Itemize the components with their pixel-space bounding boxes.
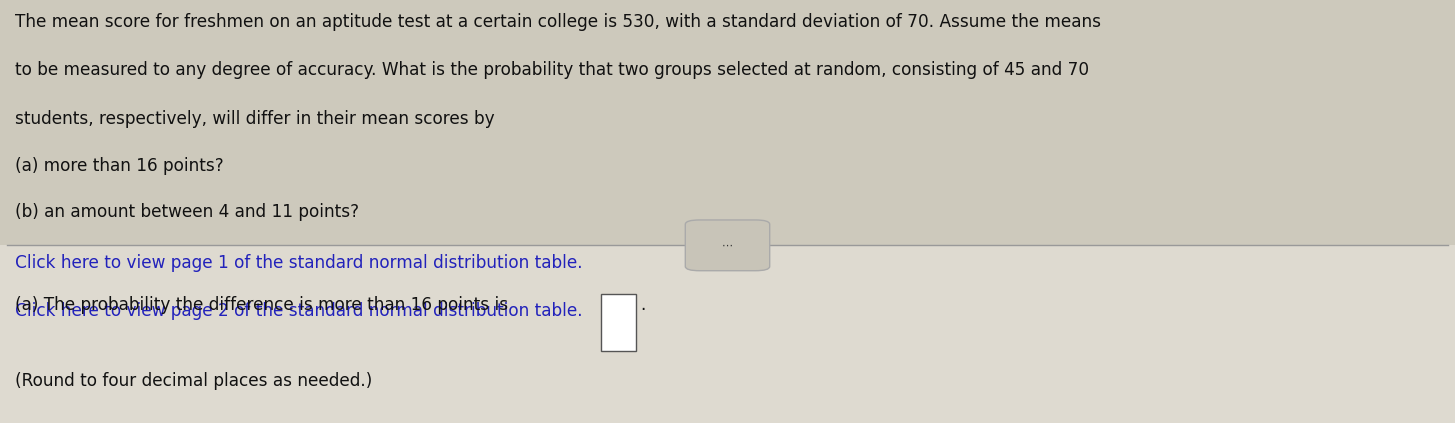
- Text: The mean score for freshmen on an aptitude test at a certain college is 530, wit: The mean score for freshmen on an aptitu…: [15, 13, 1100, 31]
- Text: .: .: [640, 296, 646, 314]
- Text: ⋯: ⋯: [722, 240, 733, 250]
- Text: students, respectively, will differ in their mean scores by: students, respectively, will differ in t…: [15, 110, 495, 128]
- Text: to be measured to any degree of accuracy. What is the probability that two group: to be measured to any degree of accuracy…: [15, 61, 1088, 80]
- Text: (Round to four decimal places as needed.): (Round to four decimal places as needed.…: [15, 372, 372, 390]
- Text: (b) an amount between 4 and 11 points?: (b) an amount between 4 and 11 points?: [15, 203, 358, 221]
- Text: Click here to view page 2 of the standard normal distribution table.: Click here to view page 2 of the standar…: [15, 302, 582, 321]
- Text: Click here to view page 1 of the standard normal distribution table.: Click here to view page 1 of the standar…: [15, 254, 582, 272]
- Text: (a) more than 16 points?: (a) more than 16 points?: [15, 157, 223, 175]
- Bar: [601, 294, 636, 351]
- Text: (a) The probability the difference is more than 16 points is: (a) The probability the difference is mo…: [15, 296, 508, 314]
- Bar: [0, 245, 1455, 423]
- FancyBboxPatch shape: [685, 220, 770, 271]
